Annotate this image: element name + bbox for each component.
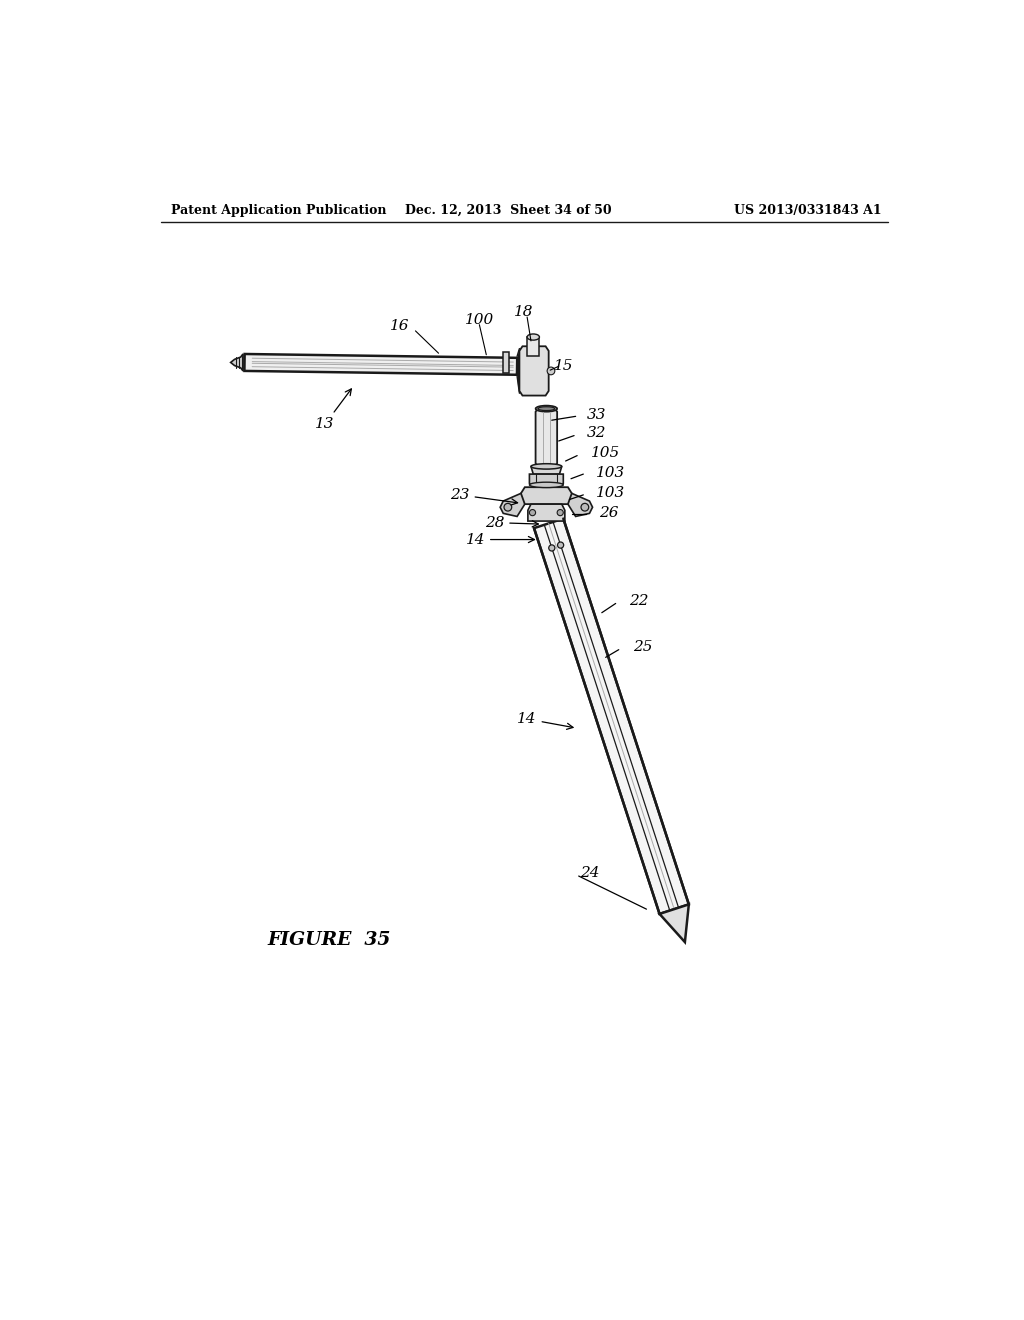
Text: 103: 103 bbox=[596, 466, 626, 479]
Ellipse shape bbox=[538, 407, 555, 411]
Circle shape bbox=[549, 545, 555, 550]
Polygon shape bbox=[659, 904, 689, 942]
Ellipse shape bbox=[536, 405, 557, 412]
Text: 105: 105 bbox=[591, 446, 621, 461]
Text: 23: 23 bbox=[451, 488, 517, 506]
Text: FIGURE  35: FIGURE 35 bbox=[267, 931, 391, 949]
Text: 14: 14 bbox=[466, 532, 535, 546]
Text: US 2013/0331843 A1: US 2013/0331843 A1 bbox=[733, 205, 882, 218]
Polygon shape bbox=[527, 337, 540, 356]
Text: 22: 22 bbox=[630, 594, 649, 609]
Polygon shape bbox=[568, 494, 593, 516]
Circle shape bbox=[581, 503, 589, 511]
Text: 32: 32 bbox=[587, 426, 606, 441]
Ellipse shape bbox=[531, 463, 562, 469]
Text: 103: 103 bbox=[596, 486, 626, 500]
Circle shape bbox=[529, 510, 536, 516]
Text: 26: 26 bbox=[599, 506, 618, 520]
Circle shape bbox=[557, 510, 563, 516]
Polygon shape bbox=[230, 354, 243, 371]
Polygon shape bbox=[528, 504, 565, 521]
Ellipse shape bbox=[527, 334, 540, 341]
Ellipse shape bbox=[529, 482, 563, 487]
Polygon shape bbox=[521, 487, 571, 504]
Text: 13: 13 bbox=[315, 389, 351, 432]
Polygon shape bbox=[535, 519, 689, 913]
Text: Patent Application Publication: Patent Application Publication bbox=[171, 205, 386, 218]
Polygon shape bbox=[529, 474, 563, 487]
Text: 14: 14 bbox=[517, 711, 573, 730]
Circle shape bbox=[557, 543, 563, 548]
Polygon shape bbox=[503, 351, 509, 374]
Text: 28: 28 bbox=[484, 516, 539, 529]
Text: 25: 25 bbox=[633, 640, 652, 655]
Text: 24: 24 bbox=[581, 866, 600, 880]
Text: Dec. 12, 2013  Sheet 34 of 50: Dec. 12, 2013 Sheet 34 of 50 bbox=[404, 205, 611, 218]
Polygon shape bbox=[536, 409, 557, 466]
Polygon shape bbox=[531, 466, 562, 474]
Polygon shape bbox=[245, 354, 517, 375]
Polygon shape bbox=[519, 346, 549, 396]
Text: 15: 15 bbox=[554, 359, 573, 374]
Text: 18: 18 bbox=[513, 305, 534, 319]
Polygon shape bbox=[500, 494, 524, 516]
Text: 16: 16 bbox=[390, 319, 410, 333]
Circle shape bbox=[547, 367, 555, 375]
Circle shape bbox=[504, 503, 512, 511]
Text: 33: 33 bbox=[587, 408, 606, 422]
Text: 100: 100 bbox=[465, 313, 494, 327]
